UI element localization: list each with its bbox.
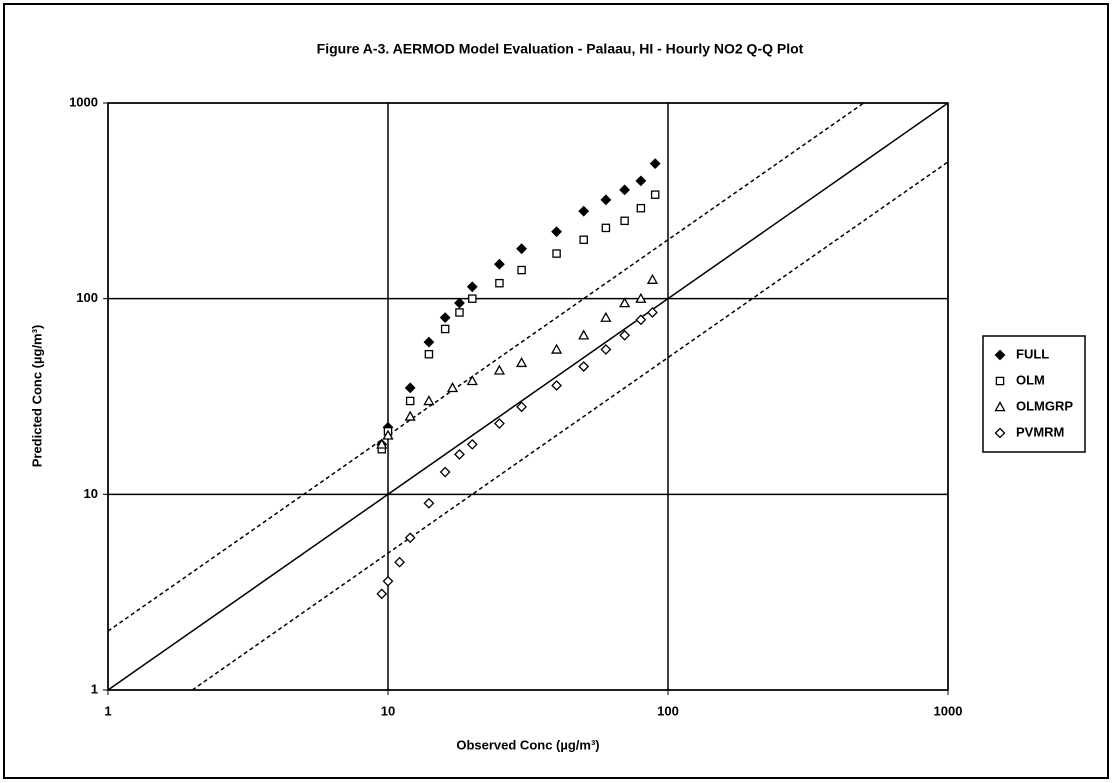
- marker: [404, 410, 416, 421]
- marker: [619, 297, 631, 308]
- marker: [394, 556, 406, 568]
- marker: [619, 329, 631, 341]
- x-tick-label: 100: [657, 703, 679, 718]
- reference-line: [107, 102, 949, 691]
- marker: [454, 448, 465, 460]
- marker: [647, 307, 658, 318]
- marker: [455, 308, 464, 317]
- legend-label: FULL: [1016, 346, 1049, 361]
- marker: [636, 203, 646, 213]
- marker: [423, 497, 435, 509]
- y-tick-label: 1000: [69, 94, 98, 109]
- marker: [600, 344, 612, 355]
- marker: [439, 466, 451, 478]
- marker: [515, 356, 528, 368]
- legend-marker: [995, 376, 1005, 386]
- x-tick-label: 10: [381, 703, 395, 718]
- marker: [579, 235, 588, 245]
- marker: [404, 382, 416, 394]
- marker: [494, 418, 505, 429]
- marker: [404, 532, 416, 544]
- chart-title: Figure A-3. AERMOD Model Evaluation - Pa…: [317, 41, 804, 57]
- marker: [649, 158, 661, 170]
- marker: [468, 294, 477, 303]
- marker: [466, 281, 478, 293]
- marker: [600, 311, 612, 322]
- x-axis-label: Observed Conc (µg/m³): [456, 737, 599, 752]
- marker: [382, 575, 394, 587]
- marker: [619, 184, 631, 196]
- marker: [635, 175, 647, 187]
- marker: [382, 429, 394, 440]
- marker: [635, 314, 647, 326]
- marker: [516, 401, 528, 413]
- y-tick-label: 100: [76, 290, 98, 305]
- marker: [454, 297, 465, 309]
- marker: [550, 343, 563, 354]
- marker: [578, 329, 590, 340]
- marker: [423, 336, 435, 348]
- marker: [376, 438, 388, 449]
- legend-label: PVMRM: [1016, 424, 1064, 439]
- marker: [494, 258, 505, 270]
- marker: [423, 395, 435, 406]
- marker: [635, 292, 647, 303]
- legend-label: OLMGRP: [1016, 398, 1073, 413]
- marker: [646, 273, 659, 284]
- marker: [578, 361, 590, 372]
- marker: [552, 249, 561, 258]
- marker: [405, 396, 415, 406]
- marker: [517, 265, 526, 275]
- marker: [446, 382, 459, 393]
- marker: [376, 588, 388, 600]
- marker: [620, 216, 629, 226]
- x-tick-label: 1: [104, 703, 111, 718]
- marker: [551, 380, 562, 391]
- marker: [424, 349, 434, 359]
- marker: [601, 223, 611, 233]
- marker: [439, 312, 451, 324]
- y-tick-label: 1: [91, 681, 98, 696]
- legend-marker: [994, 427, 1006, 439]
- marker: [650, 190, 660, 199]
- marker: [600, 194, 612, 206]
- marker: [466, 438, 478, 450]
- marker: [578, 205, 590, 217]
- legend-label: OLM: [1016, 372, 1045, 387]
- marker: [516, 243, 528, 255]
- marker: [466, 375, 478, 386]
- legend-marker: [994, 401, 1006, 412]
- marker: [493, 364, 506, 375]
- marker: [495, 278, 504, 288]
- marker: [440, 324, 450, 334]
- legend-marker: [994, 349, 1006, 361]
- x-tick-label: 1000: [934, 703, 963, 718]
- y-tick-label: 10: [84, 486, 98, 501]
- y-axis-label: Predicted Conc (µg/m³): [29, 325, 44, 468]
- marker: [551, 226, 562, 238]
